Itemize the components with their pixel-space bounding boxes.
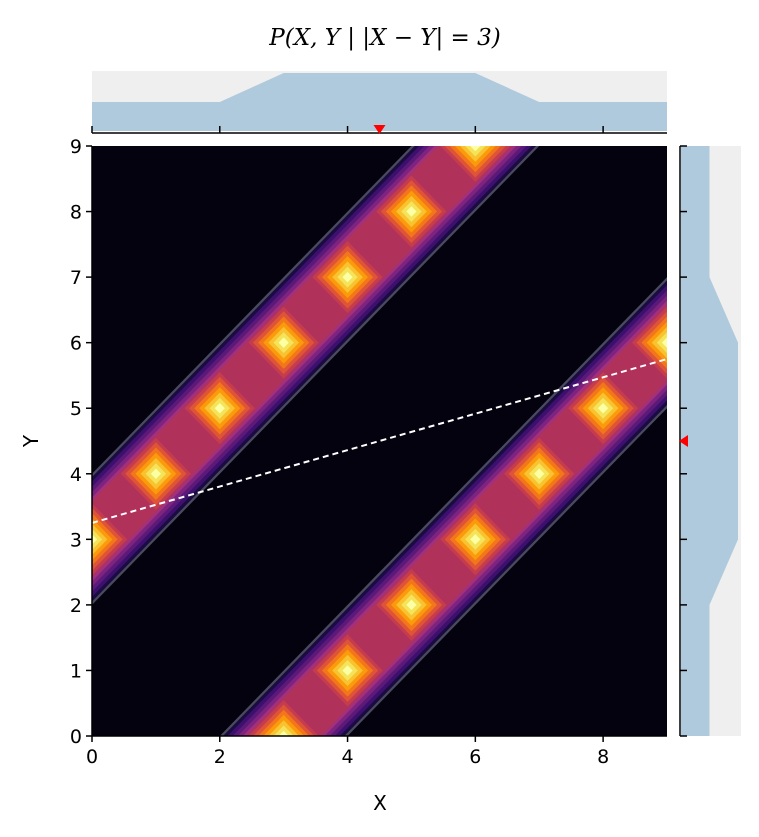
density-peak bbox=[465, 146, 486, 157]
marginal-x-area bbox=[92, 73, 667, 131]
density-band-layer bbox=[92, 146, 537, 602]
y-tick-label: 7 bbox=[70, 267, 82, 289]
y-axis-label: Y bbox=[19, 434, 43, 448]
density-band-layer bbox=[92, 146, 532, 598]
density-band-layer bbox=[92, 146, 527, 592]
density-band-layer bbox=[232, 290, 667, 736]
y-tick-label: 1 bbox=[70, 660, 82, 682]
chart-title: P(X, Y | |X − Y| = 3) bbox=[268, 25, 500, 51]
y-tick-label: 3 bbox=[70, 529, 82, 551]
density-band-layer bbox=[227, 284, 667, 736]
x-tick-label: 2 bbox=[214, 746, 226, 768]
density-band-layer bbox=[246, 304, 667, 736]
x-tick-label: 8 bbox=[597, 746, 609, 768]
density-peak bbox=[406, 206, 417, 217]
density-band-layer bbox=[242, 300, 667, 736]
marginal-y-panel bbox=[679, 145, 741, 737]
mean-y-marker bbox=[679, 435, 688, 447]
y-tick-label: 8 bbox=[70, 202, 82, 224]
density-band-layer bbox=[92, 146, 540, 605]
density-band-layer bbox=[222, 280, 667, 736]
density-peak bbox=[273, 725, 294, 736]
density-band-layer bbox=[92, 146, 513, 578]
density-peak bbox=[278, 730, 289, 736]
density-peak bbox=[598, 402, 609, 414]
density-peak bbox=[661, 337, 667, 348]
density-band-layer bbox=[92, 146, 522, 587]
density-peak bbox=[92, 534, 98, 545]
x-tick-label: 0 bbox=[86, 746, 98, 768]
y-tick-label: 2 bbox=[70, 595, 82, 617]
marginal-x-panel bbox=[91, 71, 667, 134]
main-axes: 0 2 4 6 8 0 1 2 3 4 5 6 7 8 9 bbox=[70, 136, 667, 768]
density-peak bbox=[342, 271, 353, 283]
density-contours bbox=[92, 146, 667, 736]
y-tick-label: 6 bbox=[70, 333, 82, 355]
y-tick-label: 5 bbox=[70, 398, 82, 420]
density-band-layer bbox=[92, 146, 517, 582]
density-peak bbox=[470, 146, 481, 152]
mean-x-marker bbox=[373, 125, 386, 134]
density-peak bbox=[214, 402, 225, 414]
marginal-y-area bbox=[681, 146, 738, 736]
x-tick-label: 4 bbox=[342, 746, 354, 768]
density-peak bbox=[406, 599, 417, 611]
y-tick-label: 4 bbox=[70, 464, 82, 486]
density-peak bbox=[534, 468, 545, 480]
density-peak bbox=[150, 468, 161, 480]
density-peak bbox=[470, 534, 481, 545]
y-tick-label: 0 bbox=[70, 726, 82, 748]
x-axis-label: X bbox=[373, 791, 387, 815]
x-tick-label: 6 bbox=[469, 746, 481, 768]
y-tick-label: 9 bbox=[70, 136, 82, 158]
density-peak bbox=[278, 337, 289, 348]
density-band-layer bbox=[237, 295, 667, 736]
density-peak bbox=[342, 665, 353, 676]
